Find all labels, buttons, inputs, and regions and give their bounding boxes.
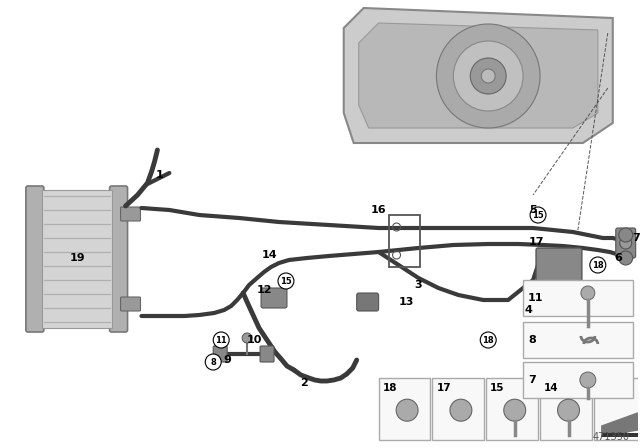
Bar: [523, 322, 633, 358]
Bar: [594, 378, 640, 440]
Circle shape: [619, 228, 633, 242]
Circle shape: [450, 399, 472, 421]
Circle shape: [242, 333, 252, 343]
Circle shape: [480, 332, 496, 348]
Text: 15: 15: [280, 276, 292, 285]
Text: 19: 19: [70, 253, 86, 263]
Circle shape: [470, 58, 506, 94]
Text: 8: 8: [211, 358, 216, 366]
Text: 5: 5: [529, 205, 537, 215]
Text: 16: 16: [371, 205, 387, 215]
Circle shape: [590, 257, 606, 273]
Bar: [602, 433, 637, 437]
Circle shape: [581, 286, 595, 300]
Circle shape: [213, 332, 229, 348]
Circle shape: [453, 41, 523, 111]
Text: 13: 13: [399, 297, 414, 307]
Text: 17: 17: [528, 237, 544, 247]
Circle shape: [205, 354, 221, 370]
Bar: [388, 215, 420, 267]
Text: 14: 14: [261, 250, 277, 260]
FancyBboxPatch shape: [260, 346, 274, 362]
Bar: [523, 280, 633, 316]
Text: 11: 11: [215, 336, 227, 345]
FancyBboxPatch shape: [261, 288, 287, 308]
Circle shape: [620, 237, 632, 249]
Circle shape: [557, 399, 579, 421]
FancyBboxPatch shape: [109, 186, 127, 332]
Text: 2: 2: [300, 378, 308, 388]
Text: 1: 1: [156, 170, 163, 180]
Text: 18: 18: [383, 383, 397, 393]
Bar: [486, 378, 538, 440]
Text: 9: 9: [223, 355, 231, 365]
FancyBboxPatch shape: [213, 346, 227, 362]
FancyBboxPatch shape: [616, 228, 636, 258]
Bar: [540, 378, 592, 440]
Text: 7: 7: [528, 375, 536, 385]
Text: 15: 15: [532, 211, 544, 220]
Text: 471350: 471350: [593, 432, 630, 442]
Text: 10: 10: [246, 335, 262, 345]
Text: 18: 18: [592, 260, 604, 270]
FancyBboxPatch shape: [120, 207, 141, 221]
Circle shape: [481, 69, 495, 83]
Text: 7: 7: [632, 233, 639, 243]
Circle shape: [278, 273, 294, 289]
Text: 14: 14: [544, 383, 559, 393]
Text: 17: 17: [436, 383, 451, 393]
FancyBboxPatch shape: [356, 293, 379, 311]
FancyBboxPatch shape: [536, 248, 582, 282]
Circle shape: [619, 251, 633, 265]
Circle shape: [504, 399, 525, 421]
Bar: [379, 378, 431, 440]
Text: 6: 6: [614, 253, 621, 263]
Circle shape: [436, 24, 540, 128]
Text: 12: 12: [256, 285, 272, 295]
FancyBboxPatch shape: [120, 297, 141, 311]
Text: 3: 3: [415, 280, 422, 290]
Polygon shape: [602, 413, 637, 436]
Circle shape: [396, 399, 418, 421]
Bar: [433, 378, 484, 440]
Bar: [523, 362, 633, 398]
Text: 4: 4: [524, 305, 532, 315]
Circle shape: [580, 372, 596, 388]
FancyBboxPatch shape: [26, 186, 44, 332]
Polygon shape: [358, 23, 598, 128]
Circle shape: [530, 207, 546, 223]
Bar: [42, 190, 111, 328]
Text: 8: 8: [528, 335, 536, 345]
Text: 11: 11: [528, 293, 543, 303]
Polygon shape: [344, 8, 612, 143]
Text: 15: 15: [490, 383, 505, 393]
Text: 18: 18: [483, 336, 494, 345]
